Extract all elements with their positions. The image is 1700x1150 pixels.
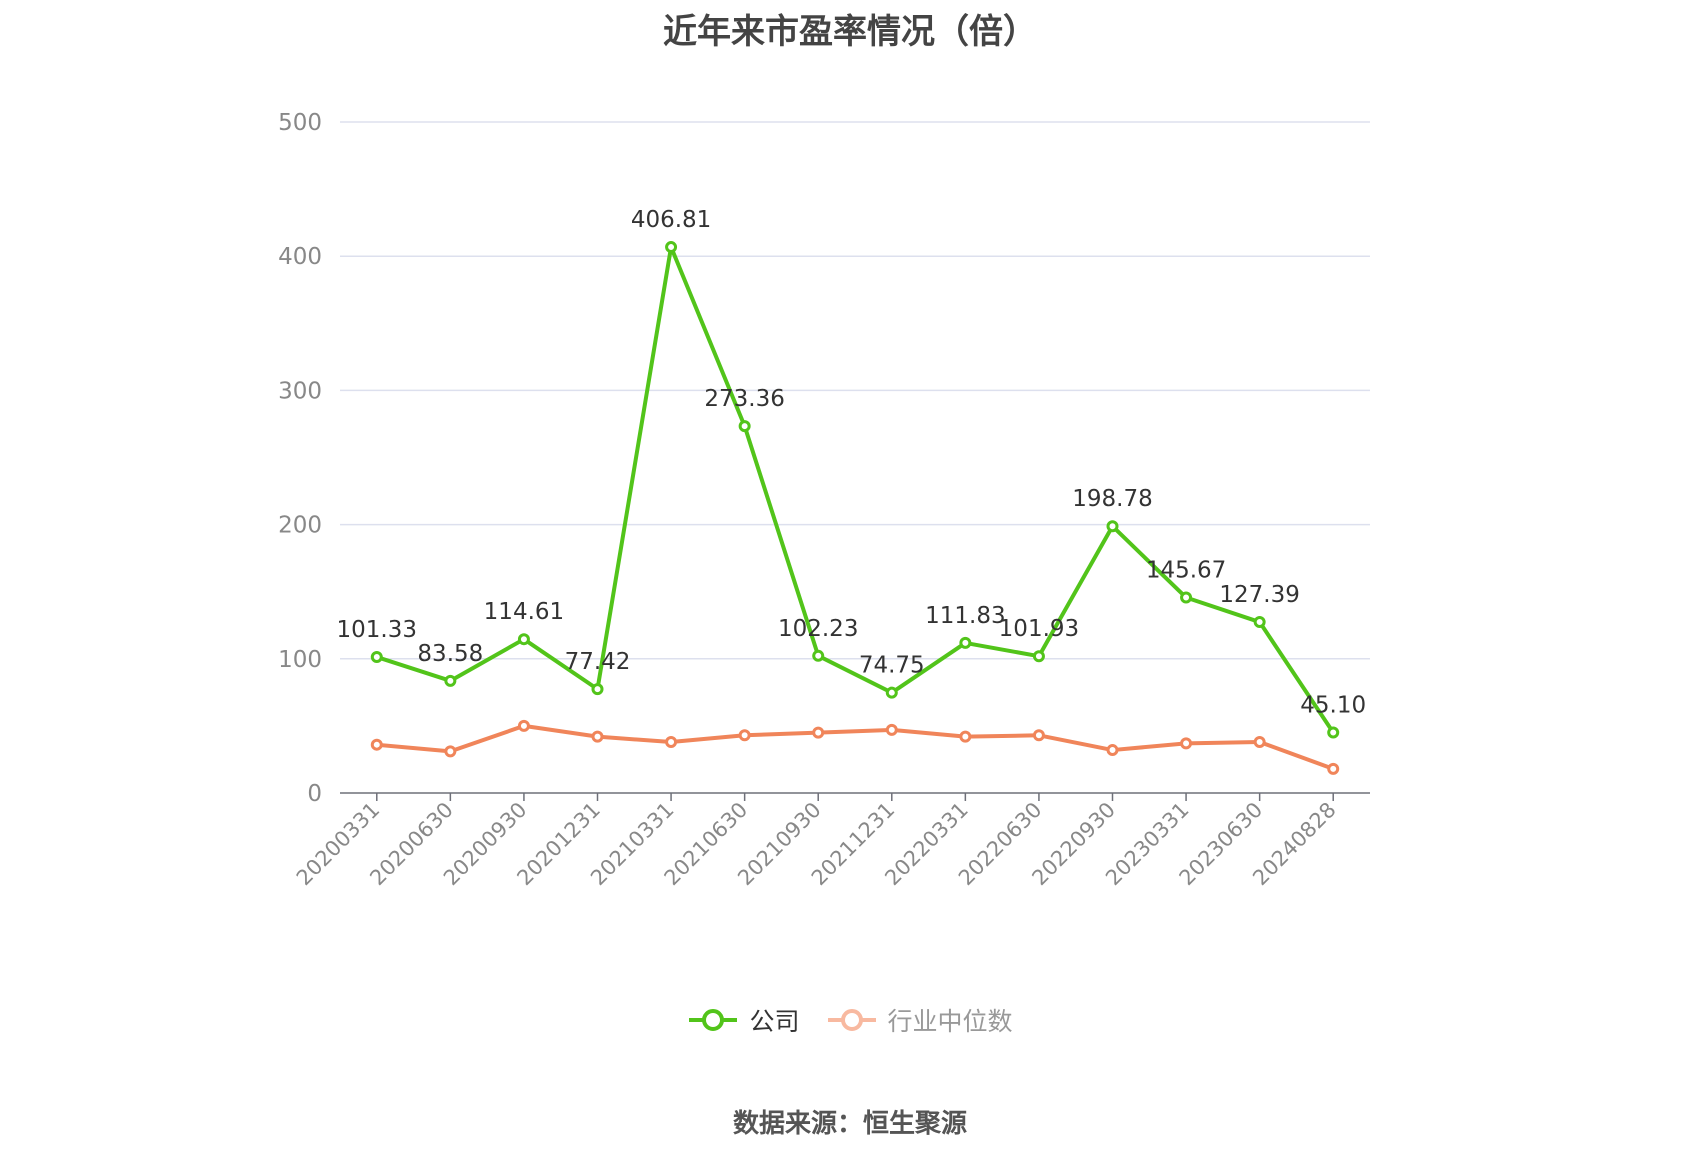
data-label: 127.39 bbox=[1219, 582, 1299, 608]
legend-item-industry[interactable]: 行业中位数 bbox=[826, 1002, 1013, 1038]
data-point-company bbox=[812, 649, 825, 662]
y-tick-label: 0 bbox=[307, 781, 322, 807]
series-line-company bbox=[376, 245, 1335, 734]
data-label: 111.83 bbox=[925, 603, 1005, 629]
data-point-industry bbox=[959, 730, 972, 743]
data-point-company bbox=[1032, 650, 1045, 663]
data-point-industry bbox=[885, 723, 898, 736]
gridlines bbox=[340, 121, 1370, 660]
data-point-industry bbox=[1327, 762, 1340, 775]
series-layer bbox=[370, 241, 1340, 775]
data-point-industry bbox=[517, 719, 530, 732]
data-point-company bbox=[959, 636, 972, 649]
y-tick-label: 100 bbox=[278, 647, 322, 673]
data-point-industry bbox=[1180, 737, 1193, 750]
data-point-company bbox=[517, 633, 530, 646]
data-point-company bbox=[444, 674, 457, 687]
chart-title: 近年来市盈率情况（倍） bbox=[663, 12, 1037, 52]
data-label: 273.36 bbox=[704, 386, 784, 412]
y-tick-label: 300 bbox=[278, 378, 322, 404]
y-tick-label: 500 bbox=[278, 110, 322, 136]
data-point-company bbox=[738, 420, 751, 433]
data-point-company bbox=[1327, 726, 1340, 739]
data-label: 77.42 bbox=[565, 649, 631, 675]
y-tick-label: 200 bbox=[278, 513, 322, 539]
y-axis: 0 100 200 300 400 500 bbox=[278, 110, 322, 807]
x-axis: 2020033120200630202009302020123120210331… bbox=[292, 792, 1370, 890]
data-point-company bbox=[591, 683, 604, 696]
legend-marker-company-icon bbox=[689, 1009, 738, 1031]
data-point-company bbox=[1180, 591, 1193, 604]
data-source: 数据来源：恒生聚源 bbox=[732, 1109, 967, 1139]
legend: 公司 行业中位数 bbox=[0, 1002, 1700, 1038]
data-point-industry bbox=[738, 729, 751, 742]
data-point-industry bbox=[1106, 744, 1119, 757]
data-point-company bbox=[665, 241, 678, 254]
data-label: 406.81 bbox=[631, 207, 711, 233]
data-point-company bbox=[1253, 616, 1266, 629]
data-point-industry bbox=[1032, 729, 1045, 742]
legend-label-industry: 行业中位数 bbox=[887, 1007, 1013, 1036]
data-point-company bbox=[885, 686, 898, 699]
data-point-industry bbox=[812, 726, 825, 739]
legend-label-company: 公司 bbox=[749, 1007, 800, 1036]
data-point-industry bbox=[665, 736, 678, 749]
data-point-industry bbox=[1253, 736, 1266, 749]
legend-item-company[interactable]: 公司 bbox=[687, 1002, 800, 1038]
series-line-industry bbox=[376, 723, 1334, 771]
data-label: 114.61 bbox=[484, 599, 564, 625]
data-label: 45.10 bbox=[1300, 692, 1366, 718]
data-point-industry bbox=[591, 730, 604, 743]
y-tick-label: 400 bbox=[278, 244, 322, 270]
data-label: 74.75 bbox=[859, 653, 925, 679]
data-label: 145.67 bbox=[1146, 558, 1226, 584]
data-label: 101.33 bbox=[337, 617, 417, 643]
data-point-industry bbox=[370, 738, 383, 751]
legend-marker-industry-icon bbox=[827, 1009, 876, 1031]
data-point-industry bbox=[444, 745, 457, 758]
data-label: 101.93 bbox=[999, 616, 1079, 642]
data-point-company bbox=[1106, 520, 1119, 533]
data-point-company bbox=[370, 651, 383, 664]
data-label: 102.23 bbox=[778, 616, 858, 642]
data-label: 83.58 bbox=[417, 641, 483, 667]
data-label: 198.78 bbox=[1072, 486, 1152, 512]
